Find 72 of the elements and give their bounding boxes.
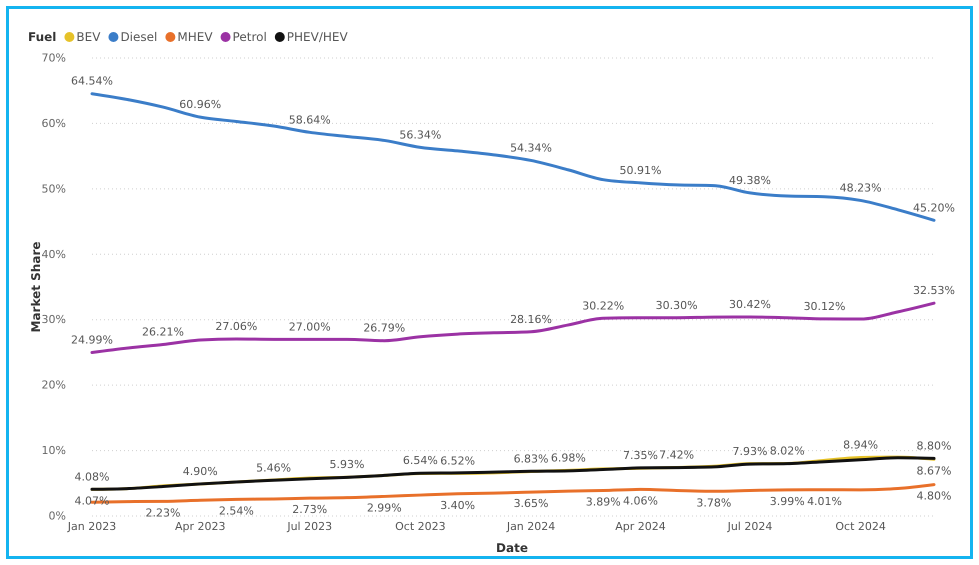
y-tick-label: 10% [42,444,66,458]
y-tick-label: 70% [42,52,66,65]
data-label: 45.20% [913,201,955,214]
x-tick-label: Apr 2023 [174,520,226,533]
legend-label: Petrol [232,30,267,44]
data-label: 24.99% [71,333,113,346]
data-label: 7.93% [732,445,768,458]
data-label: 48.23% [840,181,882,194]
y-tick-label: 0% [48,510,66,523]
legend-title: Fuel [28,30,56,44]
data-label: 3.99% [770,494,805,508]
data-label: 27.06% [215,320,258,333]
data-label: 30.22% [582,299,624,312]
data-label: 8.67% [916,464,952,478]
data-label: 5.46% [256,461,292,474]
data-label: 8.94% [843,438,878,452]
legend-label: BEV [76,30,102,44]
data-label: 3.78% [696,496,732,510]
data-label: 26.21% [142,326,184,339]
data-label: 6.83% [514,452,549,466]
x-tick-label: Apr 2024 [615,520,666,533]
data-label: 28.16% [510,312,552,326]
data-label: 3.89% [586,496,621,509]
data-label: 30.30% [656,298,698,312]
data-label: 4.07% [74,494,110,508]
data-label: 26.79% [363,322,406,335]
x-tick-label: Jul 2024 [726,520,772,533]
data-label: 50.91% [620,164,662,177]
data-label: 30.42% [728,298,771,311]
y-tick-label: 60% [42,116,66,130]
data-label: 27.00% [288,320,331,334]
data-label: 6.52% [440,454,476,468]
data-label: 3.65% [514,497,549,510]
x-tick-label: Oct 2023 [395,520,446,533]
data-label: 54.34% [510,141,552,154]
legend-label: PHEV/HEV [286,30,348,44]
data-label: 3.40% [440,498,476,512]
data-label: 2.99% [366,501,402,514]
data-label: 58.64% [288,113,331,126]
data-label: 30.12% [804,300,846,313]
data-label: 7.35% [623,448,658,462]
data-label: 2.23% [145,506,180,520]
y-tick-label: 20% [42,378,66,392]
data-label: 4.80% [916,490,952,503]
data-label: 4.08% [74,470,110,484]
x-axis-title: Date [496,541,528,555]
data-label: 4.90% [182,464,218,478]
data-label: 6.98% [550,451,586,464]
x-tick-label: Jul 2023 [286,520,332,533]
data-label: 4.01% [807,494,842,508]
data-label: 4.06% [623,494,658,508]
data-label: 64.54% [71,74,113,88]
y-tick-label: 40% [42,248,66,261]
data-label: 8.02% [770,444,805,458]
data-label: 49.38% [728,174,771,187]
y-tick-label: 30% [42,313,66,326]
data-label: 2.73% [292,503,328,516]
y-tick-label: 50% [42,182,66,196]
data-label: 7.42% [659,448,694,462]
x-tick-label: Jan 2023 [66,520,116,533]
legend-label: Diesel [120,30,158,44]
data-label: 60.96% [179,98,222,112]
data-label: 32.53% [913,284,955,298]
y-axis-title: Market Share [29,241,43,333]
x-tick-label: Jan 2024 [506,520,556,533]
x-tick-label: Oct 2024 [835,520,886,533]
data-label: 2.54% [218,504,254,518]
data-label: 56.34% [399,128,442,142]
legend-label: MHEV [177,30,214,44]
data-label: 6.54% [402,454,438,468]
data-label: 8.80% [916,439,952,452]
data-label: 5.93% [330,458,364,472]
